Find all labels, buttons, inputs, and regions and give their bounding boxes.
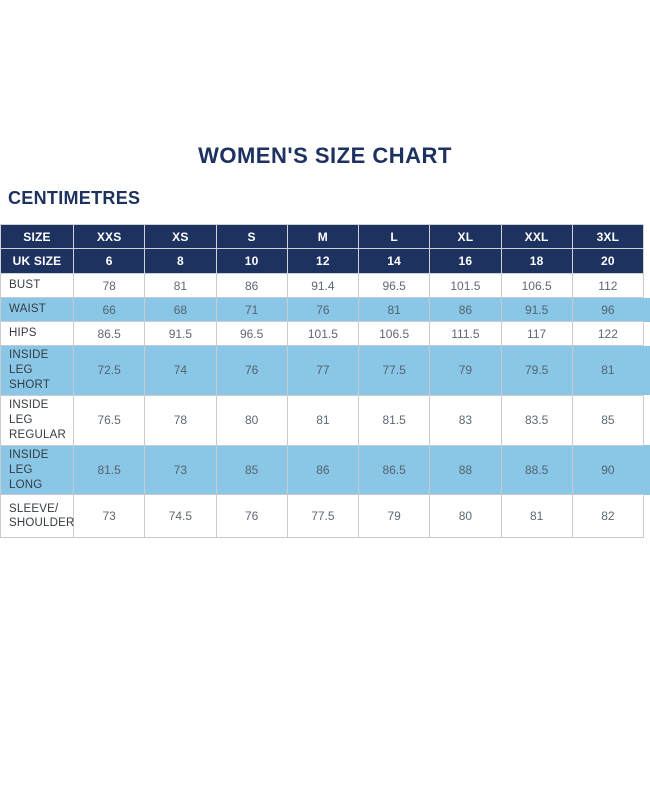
data-cell: 73 (144, 444, 217, 496)
data-cell: 96.5 (215, 321, 288, 346)
data-cell: 88 (429, 444, 502, 496)
data-cell: 81 (571, 345, 644, 396)
uk-size-cell: 12 (286, 248, 360, 274)
data-cell: 90 (571, 444, 644, 496)
header-cell: L (357, 224, 431, 249)
data-cell: 72.5 (72, 345, 146, 396)
data-cell: 77 (286, 345, 360, 396)
data-cell: 78 (144, 394, 217, 446)
data-cell: 80 (429, 494, 502, 539)
row-label: HIPS (0, 321, 74, 346)
header-cell: XXL (500, 224, 573, 249)
uk-size-label: UK SIZE (0, 248, 74, 274)
uk-size-cell: 14 (357, 248, 431, 274)
data-cell: 81 (357, 297, 431, 322)
table-row-bust: BUST 78 81 86 91.4 96.5 101.5 106.5 112 (0, 273, 645, 298)
row-label: WAIST (0, 297, 74, 322)
data-cell: 81.5 (72, 444, 146, 496)
row-label: INSIDE LEG REGULAR (0, 394, 74, 446)
data-cell: 79 (429, 345, 502, 396)
table-row-hips: HIPS 86.5 91.5 96.5 101.5 106.5 111.5 11… (0, 321, 645, 346)
row-label: INSIDE LEG LONG (0, 444, 74, 496)
data-cell: 81 (500, 494, 573, 539)
uk-size-cell: 20 (571, 248, 645, 274)
data-cell: 80 (215, 394, 288, 446)
header-cell: M (286, 224, 360, 249)
header-cell: XXS (72, 224, 146, 249)
data-cell: 86 (429, 297, 502, 322)
data-cell: 78 (72, 273, 146, 298)
data-cell: 91.4 (286, 273, 360, 298)
data-cell: 91.5 (500, 297, 573, 322)
units-label: CENTIMETRES (8, 188, 141, 208)
data-cell: 83.5 (500, 394, 573, 446)
size-header-row: SIZE XXS XS S M L XL XXL 3XL (0, 224, 645, 249)
header-cell: 3XL (571, 224, 645, 249)
data-cell: 85 (215, 444, 288, 496)
uk-size-cell: 6 (72, 248, 146, 274)
data-cell: 76.5 (72, 394, 146, 446)
data-cell: 79 (357, 494, 431, 539)
data-cell: 106.5 (500, 273, 573, 298)
data-cell: 81 (286, 394, 360, 446)
data-cell: 71 (215, 297, 288, 322)
data-cell: 86.5 (357, 444, 431, 496)
table-row-inside-leg-short: INSIDE LEG SHORT 72.5 74 76 77 77.5 79 7… (0, 345, 644, 396)
header-cell: XL (429, 224, 502, 249)
data-cell: 112 (571, 273, 645, 298)
data-cell: 81 (144, 273, 217, 298)
data-cell: 66 (72, 297, 146, 322)
data-cell: 117 (500, 321, 573, 346)
uk-size-cell: 10 (215, 248, 288, 274)
data-cell: 111.5 (429, 321, 502, 346)
page: WOMEN'S SIZE CHART CENTIMETRES SIZE XXS … (0, 143, 650, 793)
table-row-sleeve-shoulder: SLEEVE/ SHOULDER 73 74.5 76 77.5 79 80 8… (0, 494, 645, 539)
table-row-inside-leg-long: INSIDE LEG LONG 81.5 73 85 86 86.5 88 88… (0, 444, 644, 496)
data-cell: 82 (571, 494, 645, 539)
data-cell: 101.5 (429, 273, 502, 298)
data-cell: 79.5 (500, 345, 573, 396)
size-chart-table: SIZE XXS XS S M L XL XXL 3XL UK SIZE 6 8… (0, 224, 645, 539)
data-cell: 101.5 (286, 321, 360, 346)
uk-size-row: UK SIZE 6 8 10 12 14 16 18 20 (0, 248, 645, 274)
header-cell-size: SIZE (0, 224, 74, 249)
data-cell: 96.5 (357, 273, 431, 298)
header-cell: XS (144, 224, 217, 249)
data-cell: 76 (215, 345, 288, 396)
uk-size-cell: 18 (500, 248, 573, 274)
row-label: BUST (0, 273, 74, 298)
data-cell: 86 (286, 444, 360, 496)
data-cell: 83 (429, 394, 502, 446)
table-row-inside-leg-regular: INSIDE LEG REGULAR 76.5 78 80 81 81.5 83… (0, 394, 645, 446)
data-cell: 74 (144, 345, 217, 396)
header-cell: S (215, 224, 288, 249)
data-cell: 73 (72, 494, 146, 539)
data-cell: 76 (286, 297, 360, 322)
data-cell: 76 (215, 494, 288, 539)
data-cell: 91.5 (144, 321, 217, 346)
data-cell: 86.5 (72, 321, 146, 346)
table-row-waist: WAIST 66 68 71 76 81 86 91.5 96 (0, 297, 644, 322)
uk-size-cell: 16 (429, 248, 502, 274)
size-chart: SIZE XXS XS S M L XL XXL 3XL UK SIZE 6 8… (0, 224, 650, 539)
page-title: WOMEN'S SIZE CHART (198, 143, 452, 168)
data-cell: 74.5 (144, 494, 217, 539)
data-cell: 86 (215, 273, 288, 298)
row-label: SLEEVE/ SHOULDER (0, 494, 74, 539)
data-cell: 96 (571, 297, 644, 322)
uk-size-cell: 8 (144, 248, 217, 274)
data-cell: 106.5 (357, 321, 431, 346)
row-label: INSIDE LEG SHORT (0, 345, 74, 396)
data-cell: 85 (571, 394, 645, 446)
data-cell: 122 (571, 321, 645, 346)
data-cell: 88.5 (500, 444, 573, 496)
data-cell: 77.5 (357, 345, 431, 396)
data-cell: 68 (144, 297, 217, 322)
data-cell: 81.5 (357, 394, 431, 446)
data-cell: 77.5 (286, 494, 360, 539)
